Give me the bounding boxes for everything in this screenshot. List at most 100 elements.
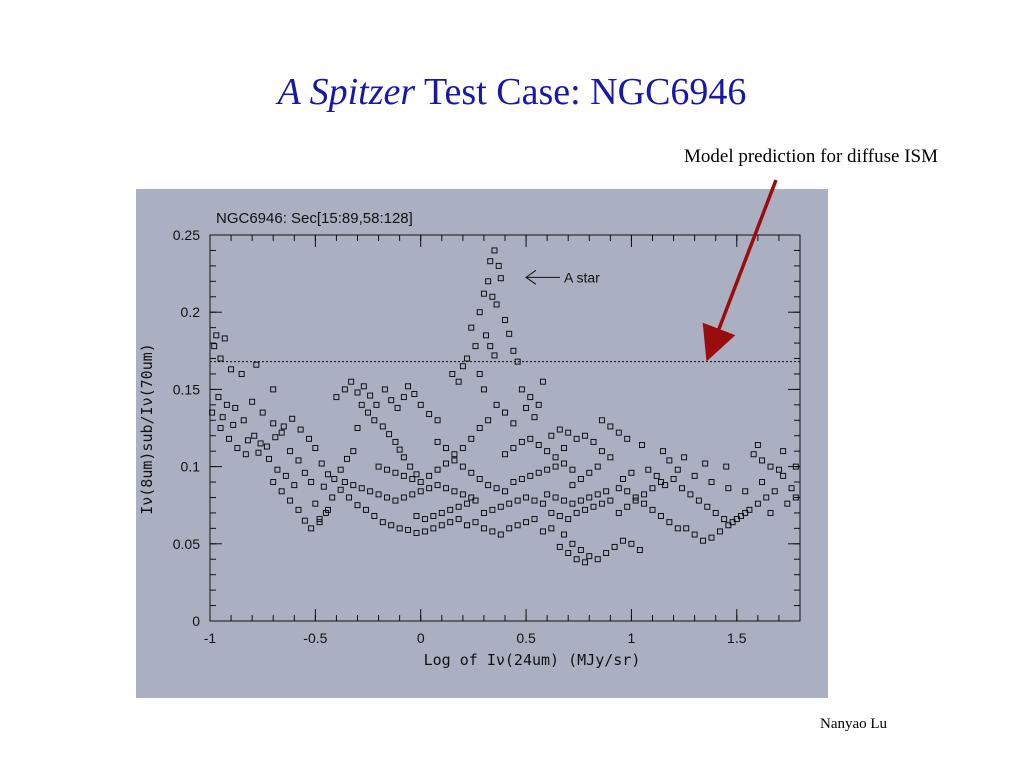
data-point [733,516,740,523]
y-tick-label: 0.1 [181,459,201,475]
data-point [666,519,673,526]
data-point [480,290,487,297]
data-point [527,435,534,442]
data-point [251,432,258,439]
data-point [280,423,287,430]
data-point [708,479,715,485]
data-point [447,506,454,513]
data-point [234,445,241,452]
data-point [577,497,584,504]
data-point [459,491,466,498]
data-point [607,423,614,430]
data-point [409,476,416,482]
data-point [480,525,487,532]
data-point [493,401,500,408]
data-point [539,528,546,535]
data-point [295,457,302,464]
data-point [295,506,302,513]
data-point [565,516,572,523]
data-point [472,519,479,526]
data-point [232,404,239,411]
data-point [346,494,353,501]
data-point [556,543,563,550]
data-point [274,466,281,473]
data-point [217,355,224,362]
data-point [443,485,449,492]
data-point [400,494,407,501]
x-tick-label: -1 [204,630,217,646]
data-point [464,522,471,529]
data-point [615,509,622,516]
data-point [228,366,235,373]
data-point [301,469,308,476]
data-point [373,401,380,408]
data-point [476,309,483,316]
author-name: Nanyao Lu [820,716,888,732]
data-point [409,491,416,498]
data-point [624,503,631,510]
data-point [742,488,749,495]
data-point [514,497,521,504]
data-point [244,437,251,444]
y-tick-label: 0.15 [173,381,200,397]
data-point [272,434,279,441]
data-point [407,463,414,470]
data-point [476,425,483,431]
data-point [367,392,374,399]
data-point [388,397,395,404]
data-point [291,482,298,489]
data-point [358,401,365,408]
data-point [594,556,601,563]
data-point [628,469,635,476]
data-point [632,497,639,504]
data-point [240,417,247,424]
data-point [518,476,525,482]
data-point [510,420,517,427]
data-point [392,469,399,476]
data-point [506,525,513,532]
data-point [472,497,479,504]
data-point [552,454,559,461]
chart-title: NGC6946: Sec[15:89,58:128] [216,210,413,227]
data-point [400,454,407,461]
data-point [434,482,441,489]
data-point [301,517,308,524]
data-point [565,429,572,436]
data-point [318,460,325,467]
data-point [628,540,635,547]
data-point [362,506,369,513]
data-point [577,547,584,553]
data-point [289,415,296,422]
data-point [354,425,361,431]
data-point [723,463,730,470]
data-point [603,550,610,557]
data-point [306,435,312,442]
data-point [502,488,508,495]
data-point [582,506,589,513]
data-point [607,497,614,504]
data-point [337,486,344,493]
data-point [396,525,403,532]
data-point [502,409,508,416]
data-point [535,442,542,448]
data-point [215,394,222,401]
data-point [468,494,475,501]
data-point [459,463,466,470]
data-point [371,513,378,519]
data-point [660,448,666,455]
data-point [586,469,593,476]
y-tick-label: 0.05 [173,536,200,552]
data-point [219,414,226,421]
data-point [603,488,610,495]
data-point [552,463,559,470]
data-point [582,432,589,439]
data-point [388,522,395,529]
data-point [341,479,348,485]
data-point [266,455,272,462]
data-point [725,485,732,492]
data-point [331,476,338,482]
data-point [527,394,534,401]
y-tick-label: 0.2 [181,304,201,320]
data-point [586,494,593,501]
data-point [255,449,262,456]
